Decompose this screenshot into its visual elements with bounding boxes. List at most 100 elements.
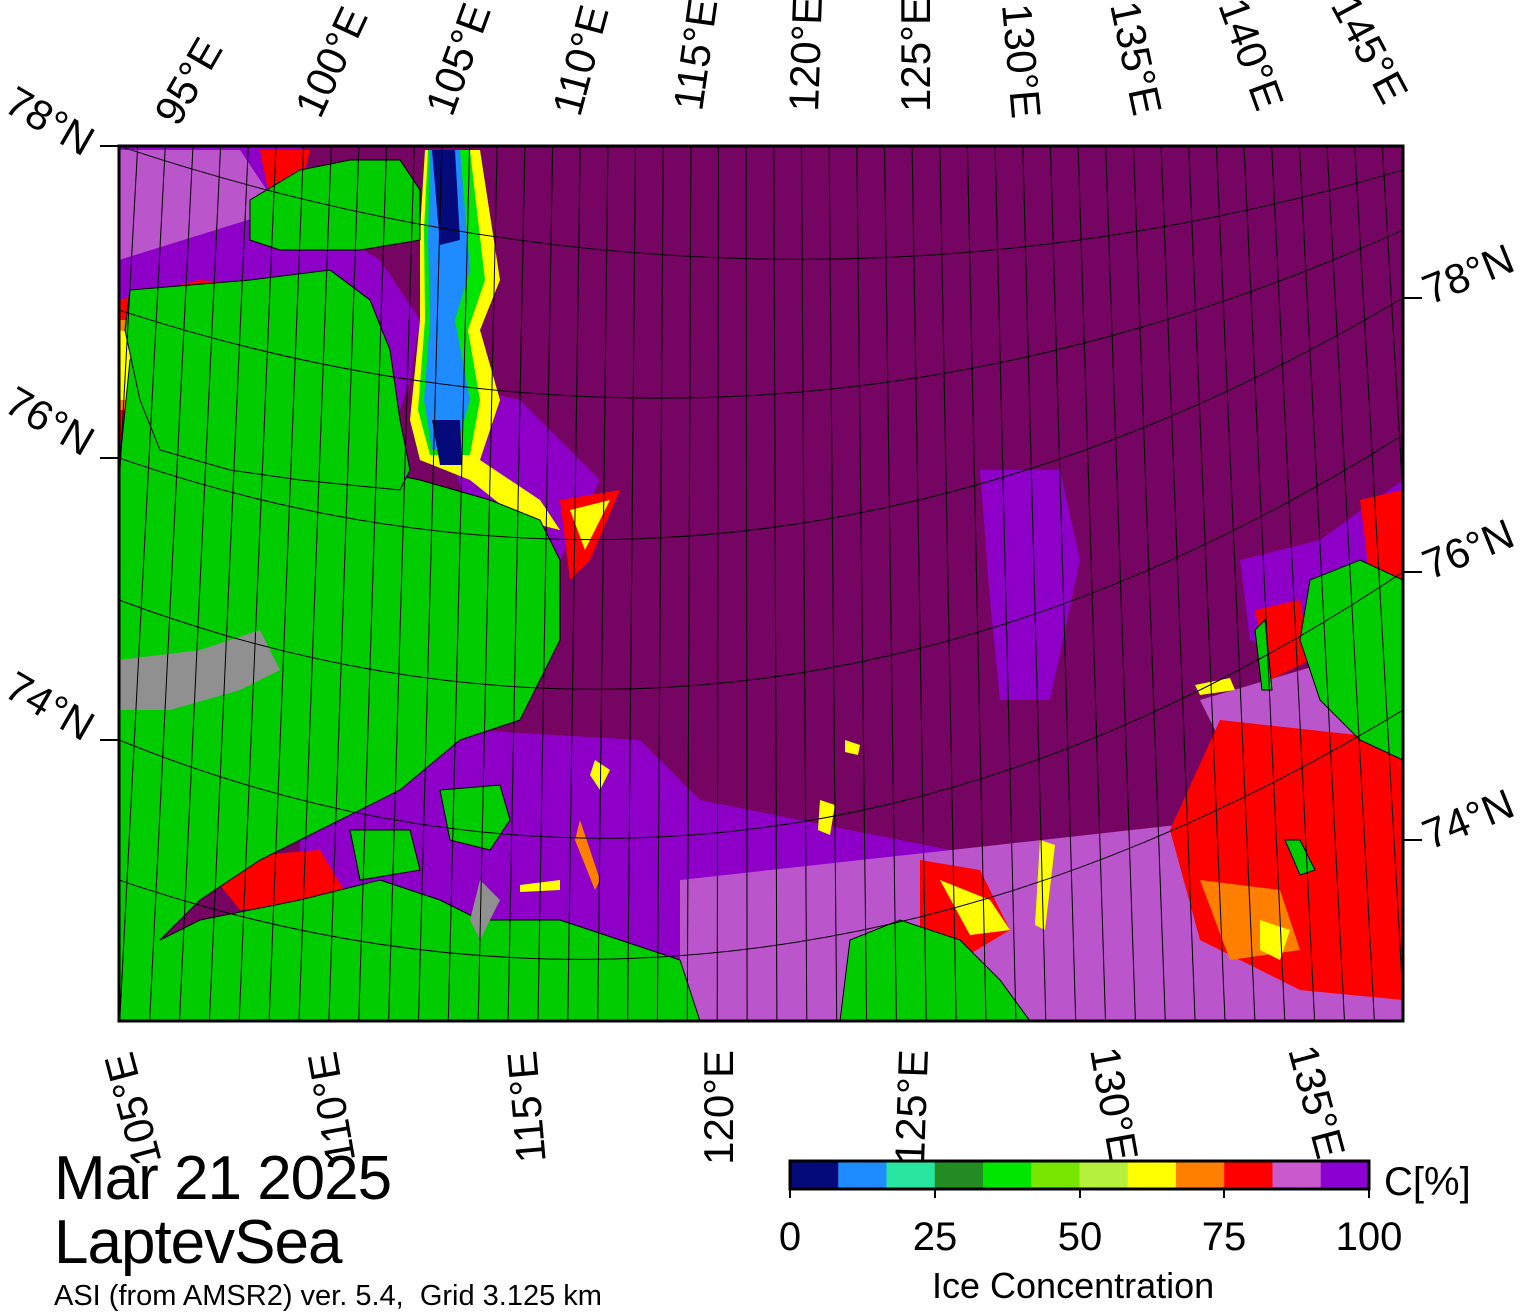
colorbar: [790, 1161, 1370, 1189]
meridian-line: [179, 146, 222, 1021]
bottom-lon-label: 125°E: [886, 1049, 937, 1165]
meridian-line: [388, 146, 415, 1021]
meridian-lines: [60, 146, 1403, 1021]
bottom-lon-label: 130°E: [1081, 1043, 1147, 1164]
parallel-78n-line: [119, 146, 1403, 260]
colorbar-segment: [886, 1161, 936, 1189]
bottom-lon-label: 110°E: [299, 1048, 365, 1166]
land-masses: [119, 159, 1403, 1021]
colorbar-segment: [790, 1161, 839, 1189]
meridian-line: [939, 146, 957, 1021]
top-lon-label: 115°E: [664, 0, 726, 113]
top-lon-label: 135°E: [1101, 0, 1171, 119]
meridian-line: [1132, 146, 1166, 1021]
meridian-line: [828, 146, 838, 1021]
parallel-76n-line: [119, 297, 1403, 541]
parallel-75n-line: [119, 434, 1403, 690]
colorbar-segment: [838, 1161, 887, 1189]
meridian-line: [358, 146, 388, 1021]
right-lat-label: 76°N: [1416, 510, 1521, 589]
colorbar-segment: [934, 1161, 984, 1189]
colorbar-segment: [983, 1161, 1032, 1189]
left-lat-label: 76°N: [0, 377, 102, 465]
parallel-77n-line: [119, 229, 1403, 399]
left-lat-label: 74°N: [0, 662, 102, 750]
bottom-lon-label: 135°E: [1279, 1040, 1354, 1163]
top-lon-label: 100°E: [286, 0, 377, 124]
meridian-line: [238, 146, 277, 1021]
meridian-line: [208, 146, 249, 1021]
meridian-line: [1243, 146, 1286, 1021]
graticule: [119, 146, 1403, 960]
colorbar-segment: [1127, 1161, 1177, 1189]
top-lon-label: 130°E: [993, 2, 1050, 121]
meridian-line: [1022, 146, 1047, 1021]
meridian-line: [507, 146, 526, 1021]
meridian-line: [966, 146, 987, 1021]
meridian-line: [1077, 146, 1106, 1021]
top-lon-label: 145°E: [1322, 0, 1417, 111]
map-area: [60, 146, 1403, 1021]
meridian-line: [1298, 146, 1345, 1021]
meridian-line: [1271, 146, 1316, 1021]
meridian-line: [1215, 146, 1256, 1021]
colorbar-segment: [1224, 1161, 1273, 1189]
meridian-line: [994, 146, 1017, 1021]
meridian-line: [597, 146, 609, 1021]
meridian-line: [716, 146, 719, 1021]
right-lat-label: 74°N: [1416, 780, 1521, 859]
meridian-line: [418, 146, 443, 1021]
colorbar-ticks: [789, 1189, 1370, 1198]
meridian-line: [1188, 146, 1226, 1021]
top-lon-label: 95°E: [145, 30, 231, 133]
meridian-line: [745, 146, 748, 1021]
meridian-line: [149, 146, 194, 1021]
meridian-line: [447, 146, 471, 1021]
top-lon-label: 110°E: [543, 0, 617, 120]
meridian-line: [773, 146, 778, 1021]
parallel-73n-line: [119, 709, 1403, 960]
meridian-line: [567, 146, 581, 1021]
meridian-line: [1105, 146, 1136, 1021]
meridian-line: [60, 146, 110, 1021]
bottom-lon-label: 105°E: [95, 1048, 170, 1171]
coast-mask: [119, 630, 500, 940]
meridian-line: [268, 146, 305, 1021]
meridian-line: [856, 146, 868, 1021]
top-lon-label: 140°E: [1210, 0, 1293, 116]
meridian-line: [477, 146, 498, 1021]
meridian-line: [537, 146, 554, 1021]
meridian-line: [1381, 146, 1403, 505]
meridian-line: [884, 146, 897, 1021]
meridian-line: [119, 146, 139, 498]
meridian-line: [656, 146, 664, 1021]
meridian-line: [1326, 146, 1375, 1021]
colorbar-segment: [1031, 1161, 1080, 1189]
map-frame: [117, 144, 1405, 1023]
meridian-line: [1354, 146, 1403, 1007]
left-lat-label: 78°N: [0, 77, 102, 165]
meridian-line: [1160, 146, 1196, 1021]
meridian-line: [801, 146, 808, 1021]
tick-marks: [100, 145, 1422, 841]
top-lon-label: 120°E: [780, 0, 831, 112]
meridian-line: [1049, 146, 1077, 1021]
bottom-lon-label: 115°E: [498, 1049, 555, 1164]
top-longitude-labels: 95°E 100°E 105°E 110°E 115°E 120°E 125°E…: [145, 0, 1417, 133]
colorbar-segment: [1320, 1161, 1370, 1189]
top-lon-label: 105°E: [416, 0, 499, 121]
bottom-lon-label: 120°E: [695, 1050, 742, 1165]
meridian-line: [911, 146, 927, 1021]
meridian-line: [627, 146, 636, 1021]
right-lat-label: 78°N: [1416, 235, 1521, 314]
left-latitude-labels: 78°N 76°N 74°N: [0, 77, 102, 750]
meridian-line: [686, 146, 692, 1021]
top-lon-label: 125°E: [892, 0, 939, 112]
colorbar-segment: [1272, 1161, 1322, 1189]
colorbar-segment: [1176, 1161, 1225, 1189]
meridian-line: [328, 146, 360, 1021]
right-latitude-labels: 78°N 76°N 74°N: [1416, 235, 1521, 859]
colorbar-segment: [1079, 1161, 1129, 1189]
bottom-longitude-labels: 105°E 110°E 115°E 120°E 125°E 130°E 135°…: [95, 1040, 1354, 1171]
